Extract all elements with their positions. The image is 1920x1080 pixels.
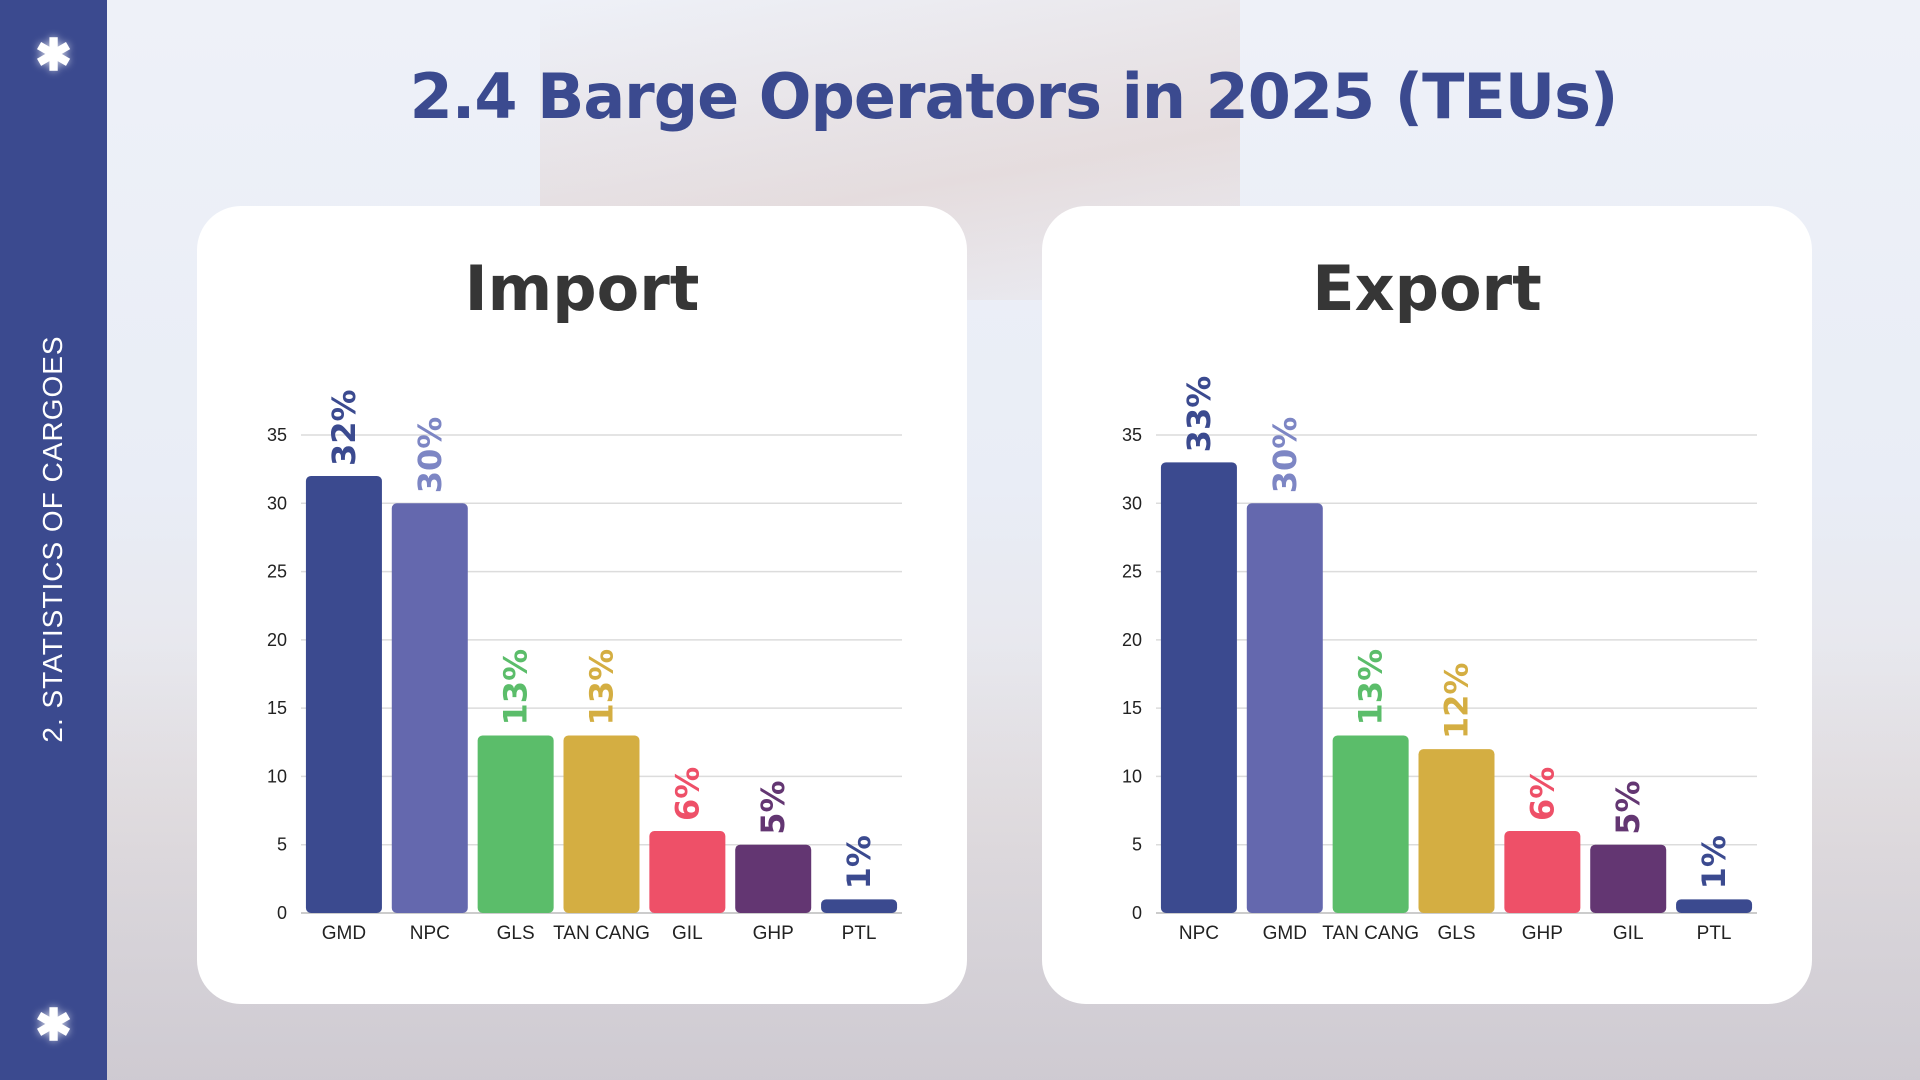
import-y-tick-label: 15 (267, 698, 287, 718)
import-data-label: 6% (668, 767, 706, 821)
import-x-tick-label: GLS (497, 923, 535, 944)
import-data-label: 32% (325, 389, 363, 466)
export-x-tick-label: TAN CANG (1322, 923, 1419, 944)
import-data-label: 5% (754, 780, 792, 834)
export-data-label: 6% (1523, 767, 1561, 821)
import-bar-ptl (821, 899, 898, 913)
export-bar-gil (1590, 844, 1667, 913)
export-x-tick-label: GIL (1613, 923, 1644, 944)
export-data-label: 30% (1266, 417, 1304, 494)
import-bar-gmd (305, 475, 382, 913)
sidebar: ✱ 2. STATISTICS OF CARGOES ✱ (0, 0, 107, 1080)
import-y-tick-label: 25 (267, 562, 287, 582)
export-y-tick-label: 10 (1122, 766, 1142, 786)
export-y-tick-label: 35 (1122, 425, 1142, 445)
import-bar-tan-cang (563, 735, 640, 913)
import-x-tick-label: GIL (672, 923, 703, 944)
import-y-tick-label: 0 (277, 903, 287, 923)
import-bar-gls (477, 735, 554, 913)
import-y-tick-label: 20 (267, 630, 287, 650)
import-bar-ghp (735, 844, 812, 913)
export-x-tick-label: GLS (1437, 923, 1475, 944)
asterisk-icon: ✱ (35, 1001, 72, 1050)
export-y-tick-label: 15 (1122, 698, 1142, 718)
export-x-tick-label: PTL (1697, 923, 1732, 944)
import-y-tick-label: 5 (277, 835, 287, 855)
export-bar-gls (1418, 749, 1495, 913)
import-y-tick-label: 30 (267, 493, 287, 513)
export-y-tick-label: 5 (1132, 835, 1142, 855)
import-data-label: 13% (497, 649, 535, 726)
import-data-label: 1% (840, 835, 878, 889)
export-bar-tan-cang (1332, 735, 1409, 913)
import-x-tick-label: PTL (842, 923, 877, 944)
import-bar-gil (649, 831, 726, 913)
export-y-tick-label: 20 (1122, 630, 1142, 650)
export-x-tick-label: GHP (1522, 923, 1563, 944)
export-bar-ghp (1504, 831, 1581, 913)
export-data-label: 13% (1352, 649, 1390, 726)
export-data-label: 33% (1180, 376, 1218, 453)
export-data-label: 1% (1695, 835, 1733, 889)
import-y-tick-label: 10 (267, 766, 287, 786)
export-bar-ptl (1676, 899, 1753, 913)
export-x-tick-label: NPC (1179, 923, 1219, 944)
import-y-tick-label: 35 (267, 425, 287, 445)
import-bar-npc (391, 503, 468, 913)
page-title: 2.4 Barge Operators in 2025 (TEUs) (409, 60, 1619, 133)
asterisk-icon: ✱ (35, 31, 72, 80)
import-chart-title: Import (464, 252, 700, 325)
import-data-label: 30% (411, 417, 449, 494)
import-x-tick-label: GMD (322, 923, 366, 944)
export-y-tick-label: 0 (1132, 903, 1142, 923)
export-y-tick-label: 25 (1122, 562, 1142, 582)
import-x-tick-label: NPC (410, 923, 450, 944)
export-x-tick-label: GMD (1263, 923, 1307, 944)
export-data-label: 5% (1609, 780, 1647, 834)
export-data-label: 12% (1438, 663, 1476, 740)
import-x-tick-label: GHP (753, 923, 794, 944)
import-data-label: 13% (583, 649, 621, 726)
export-y-tick-label: 30 (1122, 493, 1142, 513)
export-bar-gmd (1246, 503, 1323, 913)
export-bar-npc (1160, 462, 1237, 913)
import-x-tick-label: TAN CANG (553, 923, 650, 944)
export-chart-title: Export (1312, 252, 1542, 325)
